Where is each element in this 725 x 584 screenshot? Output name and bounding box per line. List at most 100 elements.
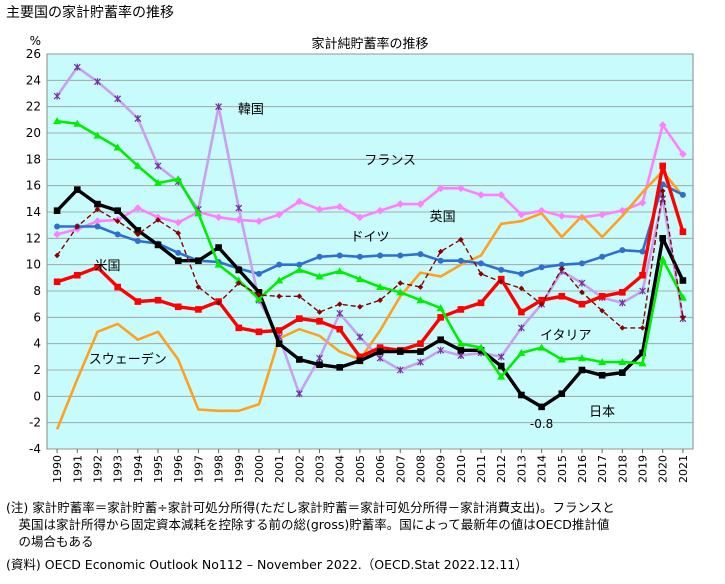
data-point: [357, 304, 363, 310]
data-point: [255, 217, 263, 226]
data-point: [255, 328, 263, 336]
y-axis-unit: %: [30, 34, 41, 48]
data-point: [174, 218, 183, 227]
x-tick-label-2015: 2015: [556, 455, 569, 483]
data-point: [377, 297, 383, 304]
data-point: [497, 353, 505, 361]
data-point: [478, 271, 484, 277]
data-point: [256, 292, 262, 298]
data-point: [255, 270, 262, 277]
y-tick-label: -4: [29, 442, 41, 456]
data-point: [175, 230, 182, 236]
data-point: [396, 366, 404, 374]
x-tick-label-2009: 2009: [435, 455, 448, 483]
data-point: [578, 279, 586, 287]
y-tick-label: 4: [33, 337, 41, 351]
data-point: [154, 241, 162, 249]
series-line-英国: [55, 169, 684, 430]
data-point: [477, 299, 485, 307]
data-point: [214, 213, 223, 222]
data-point: [114, 283, 121, 291]
data-point: [538, 301, 545, 307]
x-tick-label-1995: 1995: [152, 455, 165, 483]
data-point: [53, 230, 61, 239]
data-point: [377, 252, 384, 259]
data-point: [134, 227, 142, 234]
y-tick-label: 8: [33, 284, 41, 298]
data-point: [315, 272, 324, 280]
data-point: [336, 301, 343, 307]
data-point: [578, 366, 586, 374]
series-line-スウェーデン: [56, 190, 684, 329]
data-point: [639, 349, 646, 357]
y-tick-label: 14: [26, 205, 41, 219]
data-point: [517, 324, 525, 332]
chart-title: 家計純貯蓄率の推移: [311, 36, 428, 52]
data-point: [114, 218, 121, 225]
data-point: [437, 336, 444, 344]
data-point: [74, 223, 81, 230]
data-point: [94, 206, 101, 213]
data-point: [335, 267, 344, 275]
x-tick-label-2014: 2014: [536, 455, 549, 483]
data-point: [497, 191, 506, 199]
data-point: [498, 278, 505, 285]
x-tick-label-2000: 2000: [253, 455, 266, 483]
data-point: [416, 296, 425, 304]
data-point: [497, 362, 505, 370]
series-line-ドイツ: [57, 183, 684, 276]
data-point: [558, 261, 565, 268]
data-point: [639, 248, 646, 255]
data-point: [133, 161, 142, 169]
data-point: [113, 143, 122, 151]
data-point: [94, 264, 101, 271]
data-point: [577, 354, 586, 362]
data-point: [417, 348, 424, 355]
data-point: [517, 348, 526, 356]
series-line-米国: [56, 164, 685, 359]
data-point: [458, 236, 464, 243]
data-point: [134, 204, 142, 212]
data-point: [215, 244, 222, 251]
data-point: [578, 300, 586, 308]
x-tick-label-2021: 2021: [677, 455, 690, 483]
data-point: [557, 212, 566, 220]
y-tick-label: 18: [26, 152, 41, 166]
data-point: [356, 213, 364, 222]
data-point: [437, 346, 445, 354]
data-point: [154, 162, 162, 170]
data-point: [376, 354, 384, 362]
data-point: [599, 307, 605, 314]
data-point: [397, 280, 404, 286]
data-point: [155, 217, 161, 223]
data-point: [295, 197, 304, 206]
data-point: [316, 361, 323, 369]
data-point: [619, 369, 626, 376]
data-point: [598, 358, 607, 366]
x-tick-label-1997: 1997: [192, 455, 205, 483]
data-point: [638, 359, 647, 367]
data-point: [457, 257, 464, 264]
data-point: [215, 300, 222, 306]
data-point: [195, 306, 202, 313]
x-tick-label-2007: 2007: [394, 455, 407, 483]
y-tick-label: 24: [26, 73, 41, 87]
data-point: [336, 252, 343, 259]
data-point: [679, 150, 687, 158]
data-point: [135, 231, 141, 238]
x-tick-label-2020: 2020: [657, 455, 670, 483]
data-point: [396, 200, 405, 208]
data-point: [417, 284, 424, 290]
x-tick-label-2012: 2012: [495, 455, 508, 483]
data-point: [154, 296, 162, 304]
x-tick-label-2018: 2018: [616, 455, 629, 483]
data-point: [235, 324, 243, 332]
data-point: [355, 275, 364, 283]
data-point: [174, 303, 182, 311]
y-tick-label: 26: [26, 47, 41, 61]
data-point: [436, 184, 445, 193]
data-point: [538, 403, 545, 411]
y-tick-label: 20: [26, 126, 41, 140]
data-point: [235, 204, 243, 212]
